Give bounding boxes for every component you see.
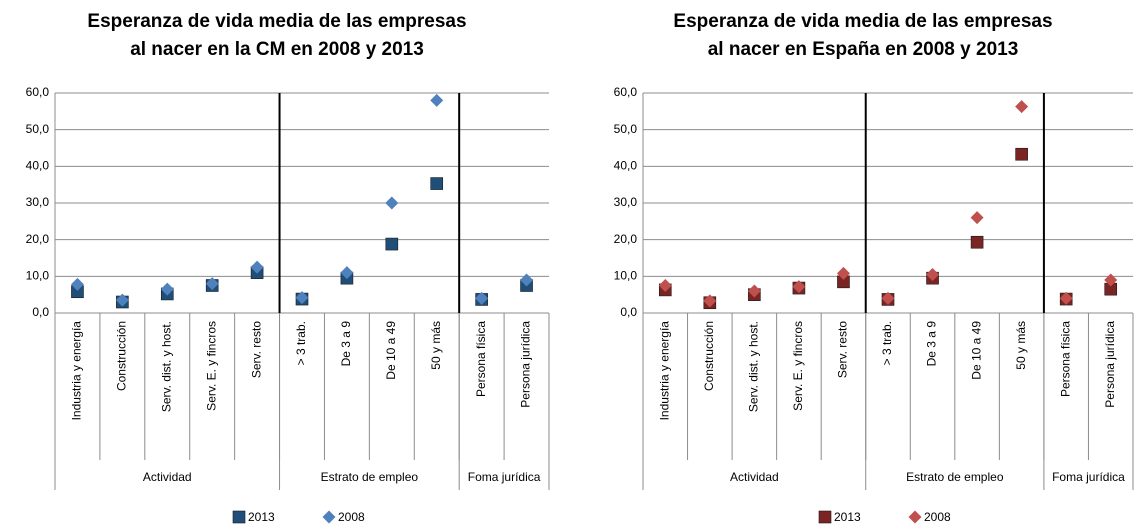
chart-title: Esperanza de vida media de las empresas [673, 11, 1052, 32]
legend-label: 2008 [924, 510, 951, 524]
marker-diamond [836, 266, 850, 280]
marker-diamond [250, 260, 264, 274]
group-label: Estrato de empleo [321, 470, 419, 484]
legend-label: 2008 [338, 510, 365, 524]
marker-diamond [385, 196, 399, 210]
legend-label: 2013 [248, 510, 275, 524]
legend-label: 2013 [834, 510, 861, 524]
y-tick-label: 10,0 [26, 269, 50, 283]
marker-diamond [970, 211, 984, 225]
y-tick-label: 40,0 [26, 159, 50, 173]
group-label: Foma jurídica [468, 470, 541, 484]
marker-diamond [1015, 100, 1029, 114]
marker-square [970, 235, 984, 249]
category-label: Serv. dist. y host. [747, 321, 761, 412]
category-label: Persona física [1058, 321, 1072, 397]
category-label: Persona jurídica [519, 321, 533, 408]
y-tick-label: 60,0 [26, 85, 50, 99]
category-label: > 3 trab. [880, 321, 894, 365]
marker-diamond [1059, 291, 1073, 305]
group-label: Foma jurídica [1052, 470, 1125, 484]
category-label: Persona física [474, 321, 488, 397]
y-tick-label: 30,0 [614, 195, 638, 209]
marker-diamond [881, 291, 895, 305]
marker-diamond [160, 282, 174, 296]
marker-diamond [747, 284, 761, 298]
group-label: Estrato de empleo [906, 470, 1004, 484]
marker-square [430, 177, 444, 190]
y-tick-label: 60,0 [614, 85, 638, 99]
legend-marker [818, 510, 832, 524]
y-tick-label: 0,0 [620, 305, 637, 319]
category-label: Serv. resto [249, 321, 263, 378]
category-label: Industria y energía [70, 321, 84, 421]
category-label: Construcción [702, 321, 716, 391]
marker-diamond [430, 93, 444, 107]
legend-marker [908, 510, 922, 524]
category-label: Serv. dist. y host. [159, 321, 173, 412]
y-tick-label: 50,0 [614, 122, 638, 136]
y-tick-label: 20,0 [614, 232, 638, 246]
marker-diamond [115, 293, 129, 307]
category-label: > 3 trab. [294, 321, 308, 365]
marker-diamond [1104, 273, 1118, 287]
category-label: Industria y energía [657, 321, 671, 421]
category-label: Serv. E. y fincros [204, 321, 218, 411]
category-label: 50 y más [1014, 321, 1028, 370]
chart-title: Esperanza de vida media de las empresas [87, 11, 466, 32]
marker-diamond [792, 280, 806, 294]
y-tick-label: 0,0 [32, 305, 49, 319]
group-label: Actividad [730, 470, 779, 484]
y-tick-label: 40,0 [614, 159, 638, 173]
category-label: Serv. resto [836, 321, 850, 378]
category-label: Construcción [115, 321, 129, 391]
y-tick-label: 50,0 [26, 122, 50, 136]
marker-square [1015, 147, 1028, 161]
chart-title: al nacer en España en 2008 y 2013 [708, 39, 1019, 60]
marker-diamond [475, 291, 489, 305]
marker-diamond [295, 291, 309, 305]
marker-diamond [703, 294, 717, 308]
category-label: De 10 a 49 [384, 321, 398, 380]
y-tick-label: 30,0 [26, 195, 50, 209]
category-label: Serv. E. y fincros [791, 321, 805, 411]
marker-diamond [926, 268, 940, 281]
marker-diamond [205, 277, 219, 291]
marker-diamond [70, 277, 84, 291]
marker-diamond [658, 279, 672, 292]
legend-marker [232, 510, 246, 524]
category-label: De 3 a 9 [339, 321, 353, 367]
y-tick-label: 10,0 [614, 269, 638, 283]
y-tick-label: 20,0 [26, 232, 50, 246]
group-label: Actividad [143, 470, 192, 484]
marker-diamond [520, 273, 534, 287]
category-label: Persona jurídica [1103, 321, 1117, 408]
category-label: 50 y más [429, 321, 443, 370]
legend-marker [322, 510, 336, 524]
marker-square [385, 237, 399, 251]
category-label: De 10 a 49 [969, 321, 983, 380]
chart-title: al nacer en la CM en 2008 y 2013 [130, 39, 424, 60]
marker-diamond [340, 266, 354, 280]
category-label: De 3 a 9 [925, 321, 939, 367]
